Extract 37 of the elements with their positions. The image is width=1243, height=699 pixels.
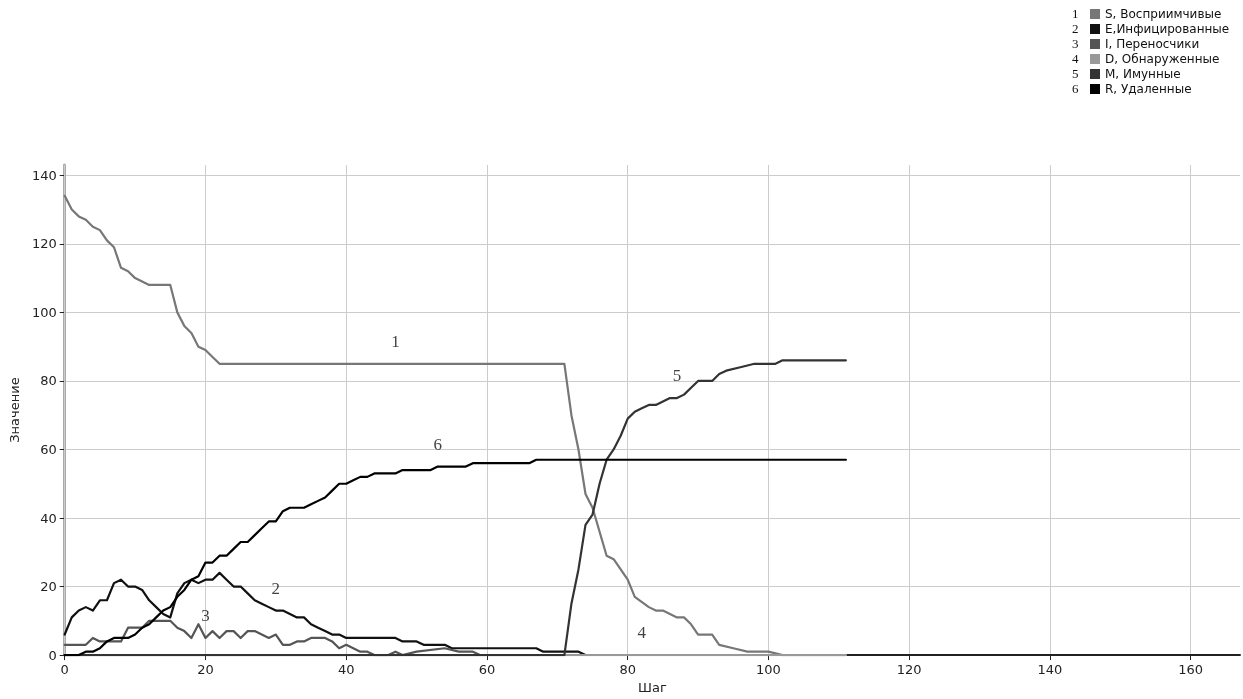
annotation: 5 bbox=[672, 366, 682, 386]
x-tick-label: 120 bbox=[896, 662, 922, 678]
x-tick-label: 140 bbox=[1037, 662, 1063, 678]
legend-label: R, Удаленные bbox=[1105, 82, 1192, 96]
x-tick-label: 100 bbox=[756, 662, 781, 678]
y-tick-label: 120 bbox=[31, 236, 57, 252]
legend-label: E,Инфицированные bbox=[1105, 22, 1230, 36]
x-tick-label: 80 bbox=[619, 662, 636, 678]
y-tick-label: 0 bbox=[48, 647, 57, 663]
y-tick-label: 140 bbox=[31, 167, 57, 183]
annotation: 3 bbox=[201, 605, 210, 625]
x-tick-label: 160 bbox=[1178, 662, 1204, 678]
y-tick-label: 20 bbox=[40, 579, 57, 595]
text: 3 bbox=[1072, 36, 1079, 51]
legend-label: M, Имунные bbox=[1105, 67, 1181, 81]
text: 2 bbox=[1072, 21, 1079, 36]
annotation: 2 bbox=[271, 578, 281, 598]
text: 4 bbox=[1072, 51, 1079, 66]
y-tick-label: 100 bbox=[31, 304, 57, 320]
text: 1 bbox=[1072, 6, 1079, 21]
text: 6 bbox=[1072, 81, 1079, 96]
y-tick-label: 60 bbox=[40, 441, 57, 457]
legend-label: D, Обнаруженные bbox=[1105, 52, 1220, 66]
x-axis-title: Шаг bbox=[638, 680, 667, 695]
x-tick-label: 60 bbox=[478, 662, 496, 678]
annotation: 1 bbox=[391, 331, 400, 351]
y-axis-title: Значение bbox=[7, 377, 22, 443]
x-tick-label: 20 bbox=[197, 662, 214, 678]
annotation: 4 bbox=[637, 623, 647, 643]
text: 5 bbox=[1072, 66, 1079, 81]
legend-label: S, Восприимчивые bbox=[1105, 7, 1222, 21]
y-tick-label: 80 bbox=[40, 373, 57, 389]
y-tick-label: 40 bbox=[40, 510, 57, 526]
x-tick-label: 40 bbox=[337, 662, 355, 678]
x-tick-label: 0 bbox=[60, 662, 69, 678]
legend-label: I, Переносчики bbox=[1105, 37, 1200, 51]
annotation: 6 bbox=[433, 434, 442, 454]
